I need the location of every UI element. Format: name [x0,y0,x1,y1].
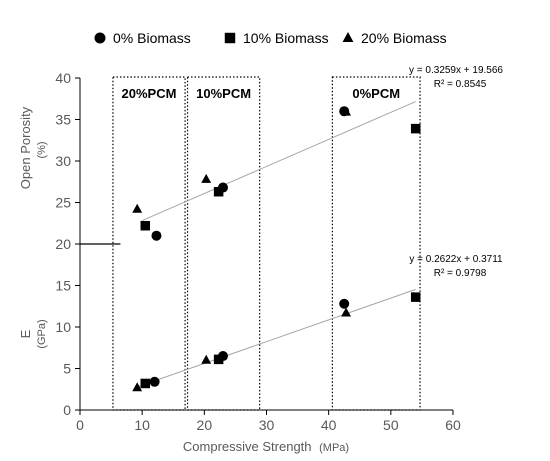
x-tick-label: 30 [259,417,275,433]
legend-marker-triangle [342,32,354,42]
y-tick-label: 5 [63,361,71,377]
x-axis-title-text: Compressive Strength [183,439,315,454]
y-axis-title-bottom: E [18,329,33,338]
point-porosity-square [140,220,151,231]
legend: 0% Biomass 10% Biomass 20% Biomass [94,30,447,46]
pcm-regions: 20%PCM 10%PCM 0%PCM [112,76,421,411]
trendline-equation: y = 0.3259x + 19.566 [409,65,503,76]
data-points [132,106,421,392]
legend-label: 20% Biomass [361,30,447,46]
point-porosity-triangle [341,106,352,116]
point-modulus-triangle [201,354,212,364]
trendline-r2: R² = 0.8545 [434,79,487,90]
point-modulus-square [140,378,151,389]
region-label: 20%PCM [122,86,177,101]
trendline [141,101,416,222]
point-porosity-triangle [201,173,212,183]
trendline-r2: R² = 0.9798 [434,268,487,279]
x-axis-unit: (MPa) [319,442,349,454]
y-tick-label: 15 [55,278,71,294]
point-porosity-square [410,123,421,134]
legend-marker-square [224,32,236,44]
point-modulus-triangle [132,382,143,392]
annotations: y = 0.3259x + 19.566 R² = 0.8545 y = 0.262… [409,65,503,279]
x-tick-label: 0 [76,417,84,433]
y-tick-label: 10 [55,319,71,335]
y-tick-label: 35 [55,112,71,128]
y-tick-label: 30 [55,153,71,169]
legend-label: 10% Biomass [243,30,329,46]
point-porosity-square [213,186,224,197]
y-tick-label: 0 [63,402,71,418]
y-tick-label: 20 [55,236,71,252]
point-porosity-circle [151,230,162,241]
x-tick-label: 20 [197,417,213,433]
region-box [331,76,421,411]
y-tick-label: 40 [55,70,71,86]
point-porosity-triangle [132,203,143,213]
point-modulus-circle [149,376,160,387]
x-tick-label: 50 [383,417,399,433]
x-axis-title: Compressive Strength (MPa) [183,439,349,454]
y-axis-unit-top: (%) [36,141,48,158]
point-modulus-square [410,292,421,302]
point-modulus-circle [339,298,350,309]
region-label: 10%PCM [196,86,251,101]
x-tick-label: 60 [445,417,461,433]
legend-label: 0% Biomass [113,30,191,46]
point-modulus-square [213,354,224,365]
x-tick-label: 40 [321,417,337,433]
trendline [135,288,416,388]
trendlines [135,101,416,388]
region-box [112,76,186,411]
x-tick-label: 10 [134,417,150,433]
legend-marker-circle [94,32,106,44]
point-modulus-triangle [341,307,352,317]
y-axis-unit-bottom: (GPa) [36,319,48,348]
region-label: 0%PCM [352,86,400,101]
trendline-equation: y = 0.2622x + 0.3711 [409,254,503,265]
axes: 0 10 20 30 40 50 60 0 5 10 15 20 25 30 35 40 Compressive… [18,70,461,454]
y-axis-title-top: Open Porosity [18,106,33,189]
y-tick-label: 25 [55,195,71,211]
